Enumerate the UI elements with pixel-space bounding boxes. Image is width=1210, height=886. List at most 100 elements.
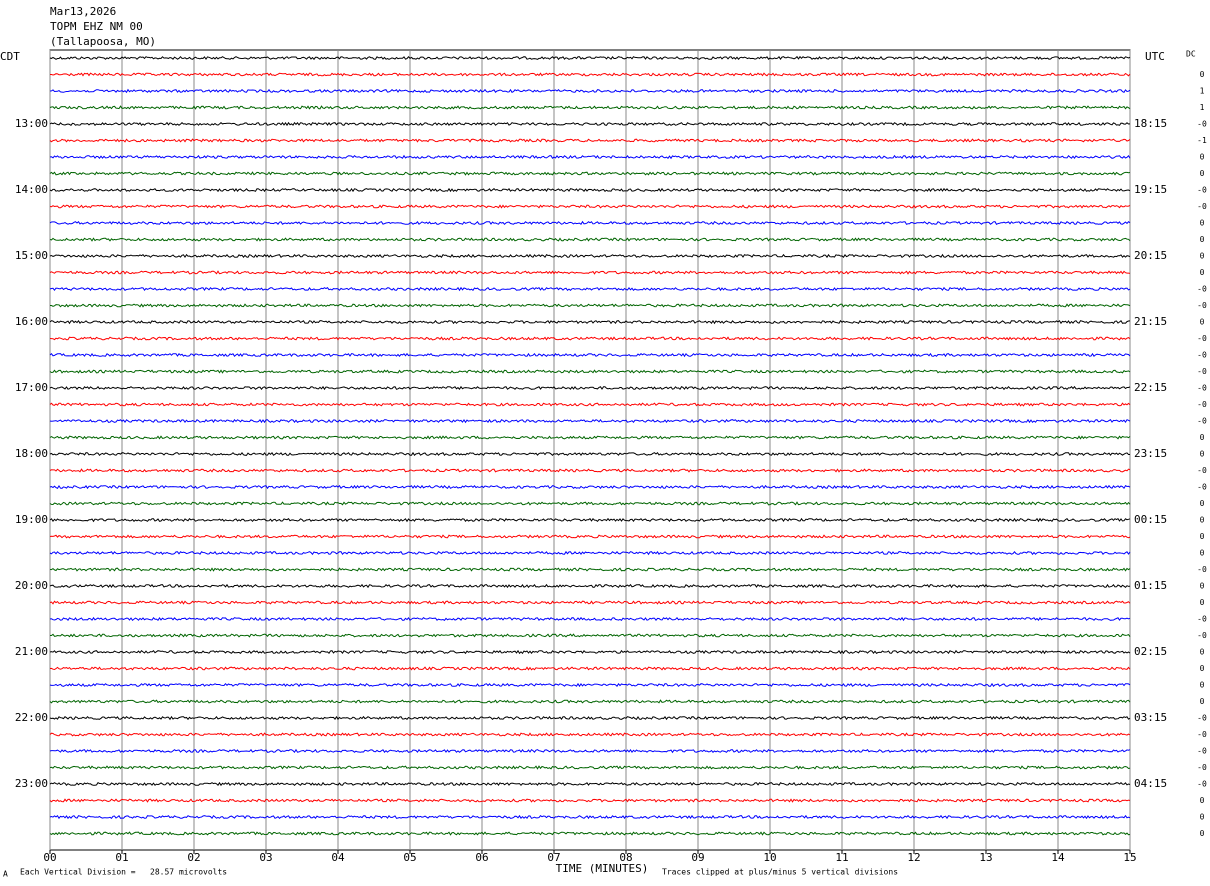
dc-value: -0 [1197,714,1207,723]
x-tick-label: 15 [1123,851,1136,864]
right-time-label: 21:15 [1134,315,1167,328]
dc-value: -0 [1197,351,1207,360]
x-tick-label: 05 [403,851,416,864]
dc-value: -0 [1197,120,1207,129]
trace [49,748,1131,754]
right-time-label: 20:15 [1134,249,1167,262]
dc-value: 0 [1200,532,1205,541]
location: (Tallapoosa, MO) [50,35,156,48]
left-time-label: 19:00 [15,513,48,526]
right-time-label: 23:15 [1134,447,1167,460]
trace [49,715,1131,721]
trace [49,814,1131,820]
dc-value: -0 [1197,466,1207,475]
dc-value: -0 [1197,780,1207,789]
trace [50,303,1131,308]
axis-title: TIME (MINUTES) [556,862,649,875]
dc-value: 0 [1200,829,1205,838]
dc-value: 0 [1200,235,1205,244]
trace [49,649,1131,655]
trace [49,352,1131,358]
trace [49,319,1131,325]
left-zone: CDT [0,50,20,63]
trace [49,385,1131,391]
dc-value: -0 [1197,400,1207,409]
dc-value: -0 [1197,747,1207,756]
dc-value: 1 [1200,87,1205,96]
right-time-label: 19:15 [1134,183,1167,196]
dc-value: -0 [1197,334,1207,343]
left-time-label: 23:00 [15,777,48,790]
dc-value: -1 [1197,136,1207,145]
dc-value: -0 [1197,285,1207,294]
x-tick-label: 08 [619,851,632,864]
trace [49,666,1131,671]
dc-value: 0 [1200,252,1205,261]
trace [49,534,1131,539]
left-time-label: 22:00 [15,711,48,724]
dc-value: -0 [1197,202,1207,211]
dc-value: 0 [1200,153,1205,162]
x-tick-label: 07 [547,851,560,864]
dc-value: 0 [1200,70,1205,79]
trace [50,72,1131,77]
right-time-label: 03:15 [1134,711,1167,724]
dc-value: -0 [1197,763,1207,772]
x-tick-label: 13 [979,851,992,864]
right-zone: UTC [1145,50,1165,63]
trace [49,435,1131,440]
dc-value: -0 [1197,367,1207,376]
trace [49,451,1130,457]
trace [49,765,1131,770]
station: TOPM EHZ NM 00 [50,20,143,33]
trace [49,517,1131,523]
dc-value: 0 [1200,648,1205,657]
right-time-label: 04:15 [1134,777,1167,790]
x-tick-label: 02 [187,851,200,864]
trace [49,468,1131,473]
clip-note: Traces clipped at plus/minus 5 vertical … [662,868,898,877]
right-time-label: 00:15 [1134,513,1167,526]
dc-value: 0 [1200,549,1205,558]
dc-value: -0 [1197,417,1207,426]
trace [49,154,1131,160]
x-tick-label: 01 [115,851,128,864]
dc-value: 1 [1200,103,1205,112]
dc-value: 0 [1200,318,1205,327]
right-time-label: 22:15 [1134,381,1167,394]
trace [49,138,1131,143]
dc-value: 0 [1200,681,1205,690]
x-tick-label: 10 [763,851,776,864]
trace [49,336,1131,341]
trace [49,418,1131,424]
dc-value: 0 [1200,433,1205,442]
dc-value: -0 [1197,483,1207,492]
division-note: Each Vertical Division = 28.57 microvolt… [20,868,227,877]
trace [49,484,1131,490]
trace [49,55,1131,61]
trace [49,204,1131,209]
date: Mar13,2026 [50,5,116,18]
trace [49,88,1131,94]
dc-value: 0 [1200,796,1205,805]
trace [49,781,1131,787]
right-time-label: 01:15 [1134,579,1167,592]
left-time-label: 13:00 [15,117,48,130]
left-time-label: 15:00 [15,249,48,262]
trace [49,600,1131,605]
left-time-label: 21:00 [15,645,48,658]
trace [49,105,1131,110]
dc-value: 0 [1200,268,1205,277]
trace [49,171,1131,176]
x-tick-label: 14 [1051,851,1065,864]
dc-header: DC [1186,50,1196,59]
trace [49,616,1131,622]
trace [49,699,1131,704]
x-tick-label: 12 [907,851,920,864]
dc-value: -0 [1197,565,1207,574]
dc-value: 0 [1200,450,1205,459]
left-time-label: 18:00 [15,447,48,460]
trace [49,237,1131,242]
trace [49,732,1131,737]
dc-value: 0 [1200,516,1205,525]
